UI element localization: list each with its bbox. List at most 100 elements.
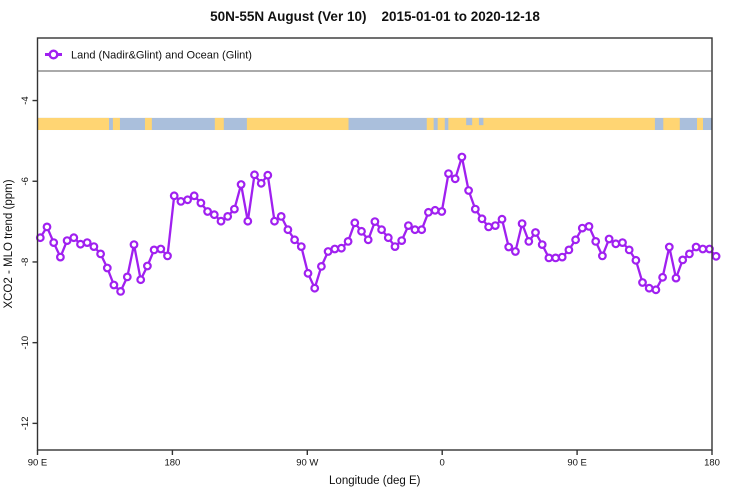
land-band-segment (437, 117, 445, 131)
data-point-marker (176, 196, 186, 206)
land-band-segment (697, 117, 704, 131)
data-point-marker (82, 238, 92, 248)
data-point-marker (189, 191, 199, 201)
x-axis-tick-label: 90 W (296, 458, 318, 469)
data-point-marker (169, 191, 179, 201)
data-point-marker (270, 216, 279, 226)
data-point-marker (149, 245, 159, 255)
data-point-marker (62, 236, 72, 246)
data-point-marker (229, 204, 239, 214)
chart-title-main: 50N-55N August (Ver 10) (210, 9, 367, 24)
ocean-band-speck (466, 117, 473, 126)
data-point-marker (337, 243, 346, 253)
data-point-marker (276, 211, 286, 221)
data-point-marker (484, 222, 494, 232)
data-point-marker (163, 251, 172, 261)
data-point-marker (89, 242, 99, 252)
data-point-marker (591, 236, 601, 246)
data-point-marker (343, 236, 353, 246)
data-point-marker (424, 207, 433, 217)
data-point-marker (236, 180, 246, 189)
legend-label: Land (Nadir&Glint) and Ocean (Glint) (71, 50, 252, 62)
data-point-marker (290, 235, 300, 245)
data-point-marker (383, 233, 393, 243)
data-point-marker (457, 152, 467, 162)
data-point-marker (243, 216, 253, 226)
data-point-marker (631, 255, 641, 265)
data-point-marker (256, 178, 266, 188)
data-point-marker (363, 235, 373, 245)
data-point-marker (116, 287, 125, 296)
data-point-marker (564, 245, 574, 255)
data-point-marker (296, 242, 306, 252)
data-point-marker (604, 234, 614, 244)
data-point-marker (109, 280, 119, 290)
data-point-marker (638, 278, 647, 287)
land-band-segment (448, 117, 655, 131)
data-point-marker (56, 252, 65, 262)
data-point-marker (250, 170, 259, 180)
data-point-marker (685, 249, 694, 259)
data-point-marker (658, 272, 667, 282)
data-point-marker (577, 223, 587, 233)
data-point-marker (470, 204, 480, 214)
data-point-marker (571, 235, 580, 245)
plot-border (36, 37, 713, 451)
data-point-marker (678, 255, 688, 265)
data-point-marker (537, 240, 547, 250)
data-point-marker (618, 238, 627, 248)
y-axis-tick-label: -12 (20, 417, 31, 431)
data-point-marker (283, 225, 293, 235)
data-point-marker (664, 242, 674, 252)
y-axis-tick-label: -6 (20, 177, 31, 185)
data-point-marker (531, 228, 540, 237)
y-axis-tick-label: -4 (20, 96, 31, 104)
data-point-marker (584, 221, 594, 231)
data-point-marker (96, 249, 105, 259)
x-axis-tick-label: 180 (164, 458, 180, 469)
land-band-segment (144, 117, 152, 131)
x-axis-tick-label: 90 E (28, 458, 48, 469)
data-point-marker (511, 247, 520, 256)
data-point-marker (69, 233, 79, 243)
x-axis-tick-label: 0 (440, 458, 445, 469)
data-point-marker (705, 244, 714, 254)
data-point-marker (644, 283, 654, 293)
chart-title: 50N-55N August (Ver 10) 2015-01-01 to 202… (0, 9, 750, 24)
data-point-marker (651, 285, 661, 295)
data-point-marker (310, 283, 320, 293)
data-point-marker (691, 242, 701, 252)
data-point-marker (102, 263, 112, 273)
data-point-marker (611, 239, 621, 249)
data-point-marker (444, 169, 453, 179)
x-axis-tick-label: 90 E (567, 458, 587, 469)
land-band-segment (663, 117, 680, 131)
data-point-marker (357, 226, 366, 236)
data-point-marker (517, 219, 527, 229)
data-point-marker (263, 170, 273, 180)
data-point-marker (377, 225, 387, 235)
data-point-marker (196, 198, 206, 208)
data-point-marker (129, 240, 139, 250)
data-point-marker (142, 261, 152, 271)
data-point-marker (49, 238, 59, 248)
data-point-marker (557, 252, 567, 262)
data-point-marker (497, 214, 507, 224)
data-point-marker (450, 174, 460, 184)
data-point-marker (203, 207, 213, 216)
data-point-marker (504, 242, 514, 252)
data-point-marker (477, 214, 487, 224)
data-point-marker (122, 272, 132, 282)
land-band-segment (214, 117, 224, 131)
data-point-marker (404, 221, 413, 231)
land-band-segment (246, 117, 349, 131)
chart-title-dates: 2015-01-01 to 2020-12-18 (381, 9, 540, 24)
data-point-marker (136, 275, 146, 285)
data-point-marker (397, 236, 407, 246)
data-point-marker (223, 211, 233, 221)
data-point-marker (317, 262, 326, 271)
land-band-segment (112, 117, 120, 131)
data-point-marker (209, 210, 219, 220)
